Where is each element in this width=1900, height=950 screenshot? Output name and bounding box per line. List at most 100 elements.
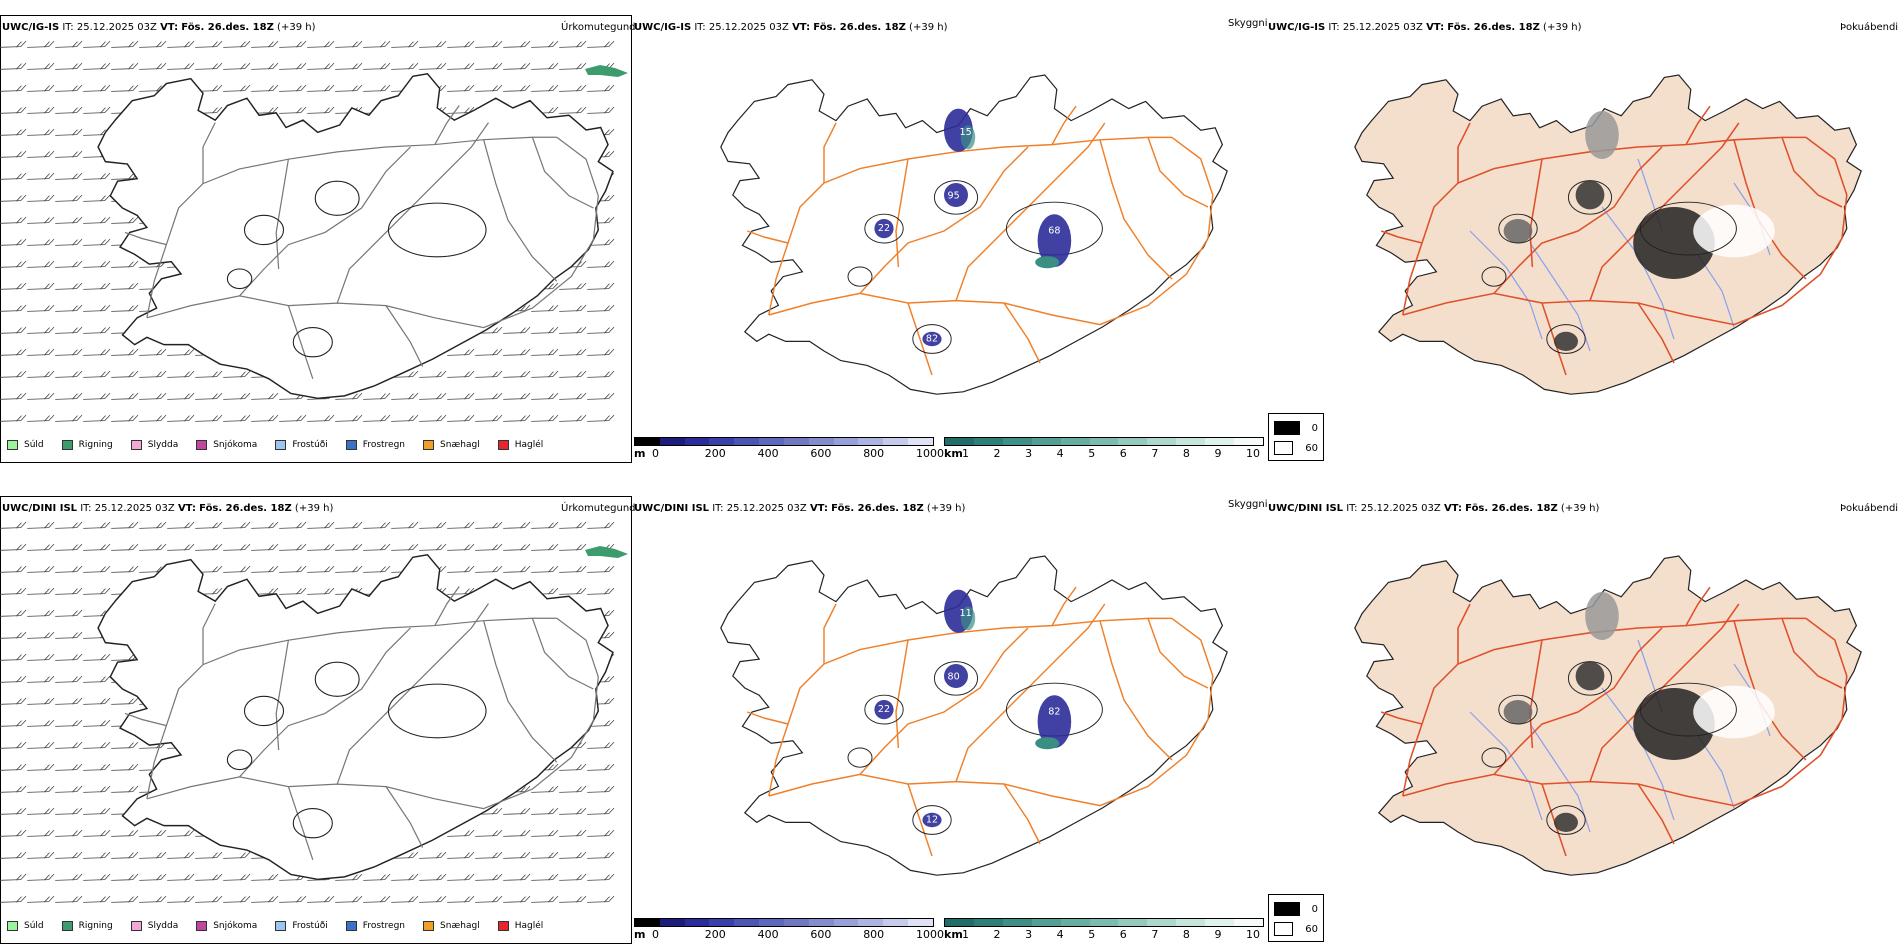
iceland-outline	[1354, 555, 1862, 876]
fog-legend: 0 60	[1268, 413, 1324, 461]
it-value: 25.12.2025 03Z	[1342, 22, 1423, 33]
panel-title-visibility: Skyggni	[1228, 499, 1268, 510]
scale-tick: 6	[1119, 447, 1127, 460]
scale-swatch	[908, 919, 933, 926]
vt-label: VT:	[1443, 503, 1462, 514]
legend-item: Slydda	[130, 921, 178, 931]
legend-item: Snæhagl	[423, 921, 480, 931]
scale-unit: km	[944, 447, 963, 460]
scale-swatch	[945, 919, 974, 926]
iceland-outline: 95 68 82 15 22	[720, 74, 1228, 395]
scale-swatch	[1205, 438, 1235, 445]
legend-item: Rigning	[61, 921, 113, 931]
rain-area	[585, 65, 628, 77]
lead-time: (+39 h)	[926, 503, 966, 514]
scale-swatch	[684, 919, 710, 926]
fog-legend-swatch	[1274, 421, 1300, 435]
it-value: 25.12.2025 03Z	[708, 22, 789, 33]
vt-label: VT:	[1426, 22, 1445, 33]
scale-tick: 7	[1151, 447, 1159, 460]
scale-swatch	[1031, 919, 1061, 926]
precip-legend: Súld Rigning Slydda Snjókoma Frostúði Frostre…	[7, 440, 561, 450]
scale-unit: m	[634, 447, 646, 460]
legend-swatch	[345, 440, 357, 450]
scale-tick: 8	[1182, 447, 1190, 460]
scale-ticks: km 1 2 3 4 5 6 7 8 9 10	[944, 927, 1264, 941]
legend-label: Snæhagl	[440, 440, 480, 450]
fog-legend-row: 60	[1274, 919, 1318, 939]
scale-swatch	[635, 919, 660, 926]
scale-tick: 1	[962, 928, 969, 941]
precip-frame	[0, 15, 632, 463]
model-name: UWC/DINI ISL	[634, 503, 710, 514]
scale-tick: 800	[863, 447, 885, 460]
scale-swatch	[883, 919, 909, 926]
legend-item: Rigning	[61, 440, 113, 450]
scale-swatch	[945, 438, 974, 445]
it-label: IT:	[1328, 22, 1340, 33]
it-label: IT:	[694, 22, 706, 33]
scale-tick: 200	[704, 928, 726, 941]
legend-swatch	[345, 921, 357, 931]
visibility-scale: km 1 2 3 4 5 6 7 8 9 10	[944, 437, 1264, 460]
it-label: IT:	[1346, 503, 1358, 514]
fog-legend-value: 60	[1305, 923, 1318, 935]
legend-label: Frostúði	[292, 440, 328, 450]
scale-swatch	[709, 438, 735, 445]
scale-swatch	[833, 919, 859, 926]
it-label: IT:	[80, 503, 92, 514]
model-name: UWC/IG-IS	[1268, 22, 1326, 33]
scale-tick: 800	[863, 928, 885, 941]
legend-label: Snjókoma	[213, 921, 258, 931]
fog-legend: 0 60	[1268, 894, 1324, 942]
vt-label: VT:	[177, 503, 196, 514]
fog-legend-swatch	[1274, 441, 1294, 455]
scale-swatch	[808, 919, 834, 926]
scale-swatch	[659, 919, 685, 926]
legend-swatch	[196, 921, 208, 931]
lead-time: (+39 h)	[277, 22, 316, 33]
legend-label: Súld	[24, 921, 44, 931]
fog-map	[1354, 555, 1862, 876]
legend-item: Frostúði	[275, 440, 328, 450]
legend-label: Haglél	[514, 921, 544, 931]
panel-title-precip: Úrkomutegund	[561, 22, 636, 33]
scale-tick: 600	[810, 928, 832, 941]
legend-label: Frostregn	[362, 440, 406, 450]
legend-label: Rigning	[78, 440, 113, 450]
legend-swatch	[61, 921, 73, 931]
scale-ticks: m 0 200 400 600 800 1000	[634, 927, 944, 941]
snow-depth-label: 22	[878, 223, 890, 234]
fog-legend-row: 0	[1274, 418, 1318, 438]
fog-map	[1354, 74, 1862, 395]
scale-swatch	[659, 438, 685, 445]
panel-header: UWC/DINI ISL IT: 25.12.2025 03Z VT: Fös.…	[2, 503, 333, 514]
legend-item: Súld	[7, 921, 44, 931]
scale-ticks: m 0 200 400 600 800 1000	[634, 446, 944, 460]
scale-swatch	[1147, 438, 1177, 445]
snow-depth-scale: m 0 200 400 600 800 1000	[634, 918, 944, 941]
panel-header: UWC/DINI ISL IT: 25.12.2025 03Z VT: Fös.…	[634, 503, 965, 514]
scale-swatch	[883, 438, 909, 445]
it-value: 25.12.2025 03Z	[726, 503, 807, 514]
scale-tick: 4	[1056, 447, 1064, 460]
scale-tick: 10	[1246, 928, 1260, 941]
vt-value: Fös. 26.des. 18Z	[831, 503, 924, 514]
scale-swatch	[808, 438, 834, 445]
snow-depth-label: 11	[959, 608, 971, 619]
model-name: UWC/IG-IS	[2, 22, 60, 33]
scale-swatch	[684, 438, 710, 445]
scale-tick: 1	[962, 447, 969, 460]
legend-item: Haglél	[497, 921, 544, 931]
scale-unit: m	[634, 928, 646, 941]
scale-swatch	[1031, 438, 1061, 445]
legend-item: Frostregn	[345, 921, 405, 931]
panel-header: UWC/DINI ISL IT: 25.12.2025 03Z VT: Fös.…	[1268, 503, 1599, 514]
rain-area	[585, 546, 628, 558]
scale-swatch	[1176, 919, 1206, 926]
iceland-outline	[1354, 74, 1862, 395]
scale-swatch	[833, 438, 859, 445]
scale-swatch	[973, 919, 1003, 926]
vt-value: Fös. 26.des. 18Z	[813, 22, 906, 33]
panel-title-fog: Þokuábendi	[1840, 503, 1899, 514]
